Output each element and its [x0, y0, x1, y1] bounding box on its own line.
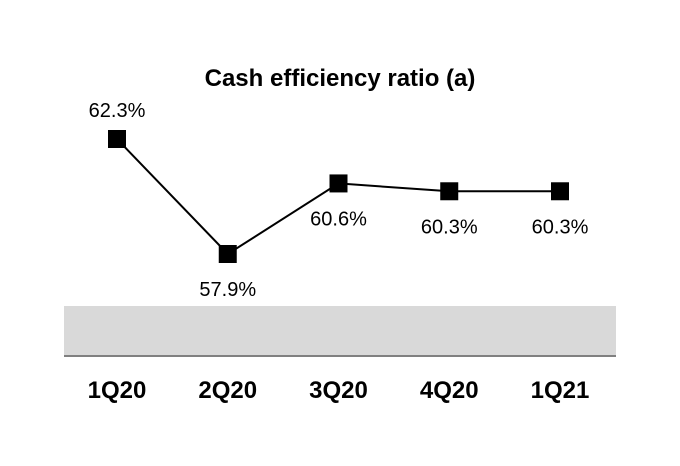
x-tick-label: 4Q20	[420, 377, 479, 404]
background-band	[64, 306, 616, 356]
data-point-marker	[329, 174, 348, 193]
data-label: 62.3%	[89, 100, 146, 122]
x-tick-label: 1Q20	[88, 377, 147, 404]
series-line	[116, 138, 560, 256]
series-layer: 62.3% 57.9% 60.6% 60.3% 60.3%	[89, 100, 589, 301]
x-tick-label: 1Q21	[531, 377, 590, 404]
data-label: 57.9%	[199, 279, 256, 301]
x-tick-label: 2Q20	[198, 377, 257, 404]
x-axis-ticks: 1Q20 2Q20 3Q20 4Q20 1Q21	[88, 377, 590, 404]
data-point-marker	[440, 182, 459, 201]
x-tick-label: 3Q20	[309, 377, 368, 404]
data-point-marker	[551, 182, 569, 201]
data-label: 60.3%	[421, 216, 478, 238]
chart-title: Cash efficiency ratio (a)	[205, 65, 476, 92]
data-point-marker	[218, 245, 237, 263]
data-point-marker	[108, 130, 126, 148]
data-label: 60.6%	[310, 208, 367, 230]
data-label: 60.3%	[532, 216, 589, 238]
